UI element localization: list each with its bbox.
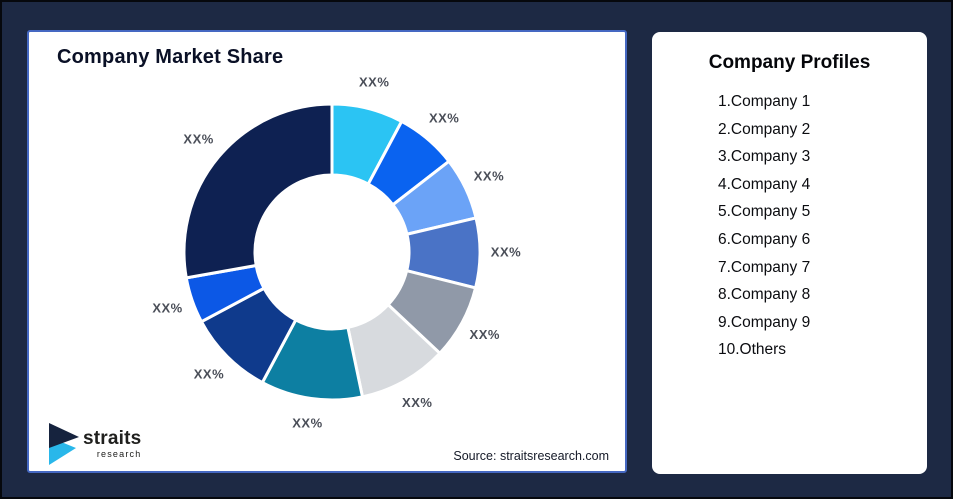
slice-label-5: XX% — [470, 327, 500, 342]
logo-wordmark: straits research — [83, 429, 141, 459]
slice-label-10: XX% — [183, 132, 213, 147]
slice-label-4: XX% — [491, 245, 521, 260]
list-item: 4.Company 4 — [718, 175, 811, 193]
source-text: Source: straitsresearch.com — [453, 449, 609, 463]
straits-logo-icon — [49, 423, 79, 465]
company-profiles-card: Company Profiles 1.Company 1 2.Company 2 3… — [652, 32, 927, 474]
list-item: 8.Company 8 — [718, 286, 811, 304]
list-item: 9.Company 9 — [718, 313, 811, 331]
company-profiles-list: 1.Company 1 2.Company 2 3.Company 3 4.Compa… — [652, 88, 927, 364]
straits-research-logo: straits research — [49, 423, 141, 465]
market-share-card: Company Market Share XX% XX% XX% XX% XX% XX% X… — [27, 30, 627, 473]
slice-label-2: XX% — [429, 110, 459, 125]
list-item: 6.Company 6 — [718, 230, 811, 248]
list-item: 3.Company 3 — [718, 148, 811, 166]
donut-chart: XX% XX% XX% XX% XX% XX% XX% XX% XX% XX% — [152, 75, 521, 431]
slice-label-7: XX% — [292, 416, 322, 431]
logo-navy-shape — [49, 423, 79, 448]
list-item: 10.Others — [718, 341, 787, 359]
slice-label-6: XX% — [402, 395, 432, 410]
slice-label-9: XX% — [152, 300, 182, 315]
list-item: 5.Company 5 — [718, 203, 811, 221]
logo-brand-text: straits — [83, 428, 142, 449]
chart-title: Company Market Share — [57, 46, 284, 68]
logo-sub-text: research — [96, 449, 142, 459]
slice-label-8: XX% — [194, 366, 224, 381]
profiles-title: Company Profiles — [708, 52, 871, 73]
list-item: 1.Company 1 — [718, 93, 811, 110]
slice-label-1: XX% — [359, 75, 389, 90]
slice-label-3: XX% — [474, 168, 504, 183]
donut-slice-10 — [182, 102, 334, 280]
list-item: 2.Company 2 — [718, 120, 811, 138]
list-item: 7.Company 7 — [718, 258, 811, 276]
